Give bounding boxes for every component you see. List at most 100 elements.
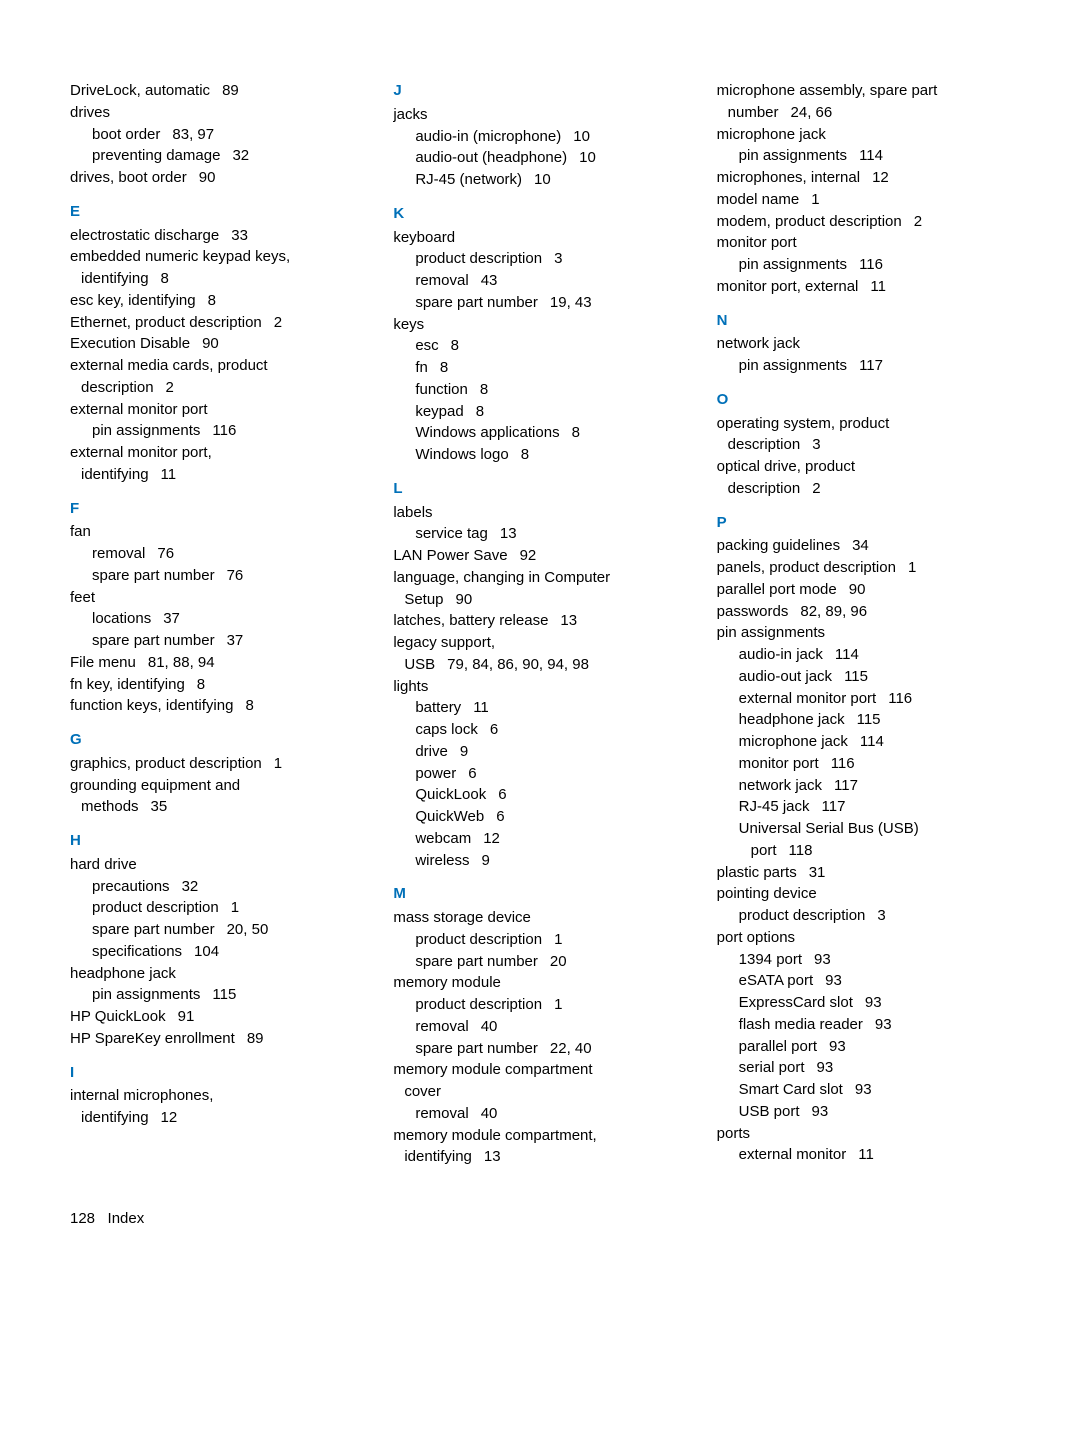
index-pages: 117 [822,777,858,794]
index-entry: pin assignments114 [717,145,1010,167]
letter-heading-j: J [393,80,686,102]
index-entry: memory module compartment [393,1059,686,1081]
letter-heading-i: I [70,1062,363,1084]
index-term: port options [717,929,795,946]
index-pages: 93 [843,1081,872,1098]
index-pages: 115 [200,986,236,1003]
index-entry: optical drive, product [717,456,1010,478]
index-entry: product description1 [393,994,686,1016]
index-term: pin assignments [717,624,825,641]
index-block-g: G graphics, product description1groundin… [70,729,363,818]
index-term: parallel port [739,1038,817,1055]
index-pages: 3 [800,436,820,453]
index-term: Smart Card slot [739,1081,843,1098]
index-term: audio-in (microphone) [415,128,561,145]
index-entry: grounding equipment and [70,775,363,797]
index-pages: 82, 89, 96 [788,603,867,620]
index-pages: 8 [196,292,216,309]
index-term: microphones, internal [717,169,860,186]
index-term: boot order [92,126,160,143]
index-pages: 116 [876,690,912,707]
index-entry: description3 [717,434,1010,456]
index-term: preventing damage [92,147,220,164]
index-entry: description2 [70,377,363,399]
index-term: battery [415,699,461,716]
index-term: monitor port [717,234,797,251]
index-entry: monitor port116 [717,753,1010,775]
index-term: precautions [92,878,170,895]
index-entry: modem, product description2 [717,211,1010,233]
index-term: File menu [70,654,136,671]
index-term: external media cards, product [70,357,268,374]
index-entry: spare part number20 [393,951,686,973]
index-entry: pointing device [717,883,1010,905]
index-pages: 24, 66 [779,104,833,121]
index-entry: memory module compartment, [393,1125,686,1147]
index-term: number [728,104,779,121]
index-term: external monitor port [739,690,877,707]
index-block-i: I internal microphones,identifying12 [70,1062,363,1129]
letter-heading-k: K [393,203,686,225]
index-entry: labels [393,502,686,524]
index-term: hard drive [70,856,137,873]
index-pages: 115 [832,668,868,685]
index-entry: eSATA port93 [717,970,1010,992]
index-pages: 31 [797,864,826,881]
index-entry: fn key, identifying8 [70,674,363,696]
index-term: spare part number [92,632,215,649]
index-pages: 93 [805,1059,834,1076]
index-entry: product description3 [393,248,686,270]
index-entry: panels, product description1 [717,557,1010,579]
index-pages: 22, 40 [538,1040,592,1057]
index-term: fn key, identifying [70,676,185,693]
index-entry: language, changing in Computer [393,567,686,589]
index-term: removal [415,1018,468,1035]
index-block-l: L labelsservice tag13LAN Power Save92lan… [393,478,686,872]
index-pages: 116 [847,256,883,273]
index-term: audio-in jack [739,646,823,663]
index-entry: spare part number19, 43 [393,292,686,314]
index-entry: keyboard [393,227,686,249]
index-term: identifying [81,466,149,483]
index-pages: 76 [145,545,174,562]
index-term: labels [393,504,432,521]
index-pages: 2 [902,213,922,230]
index-term: plastic parts [717,864,797,881]
index-entry: spare part number37 [70,630,363,652]
index-entry: removal76 [70,543,363,565]
index-block-f: F fanremoval76spare part number76feetloc… [70,498,363,718]
index-entry: drives [70,102,363,124]
index-entry: HP QuickLook91 [70,1006,363,1028]
index-term: microphone jack [717,126,826,143]
index-pages: 117 [847,357,883,374]
index-pages: 90 [187,169,216,186]
index-pages: 9 [470,852,490,869]
index-pages: 20 [538,953,567,970]
index-entry: pin assignments115 [70,984,363,1006]
index-entry: caps lock6 [393,719,686,741]
index-pages: 11 [858,278,886,295]
index-pages: 93 [802,951,831,968]
index-pages: 37 [215,632,244,649]
index-pages: 12 [149,1109,178,1126]
index-pages: 2 [800,480,820,497]
index-entry: audio-out jack115 [717,666,1010,688]
index-entry: drive9 [393,741,686,763]
index-entry: wireless9 [393,850,686,872]
index-pages: 35 [139,798,168,815]
index-term: locations [92,610,151,627]
index-term: DriveLock, automatic [70,82,210,99]
index-entry: parallel port mode90 [717,579,1010,601]
index-pages: 1 [896,559,916,576]
index-term: drives, boot order [70,169,187,186]
index-entry: microphones, internal12 [717,167,1010,189]
index-entry: internal microphones, [70,1085,363,1107]
index-term: Execution Disable [70,335,190,352]
index-entry: esc key, identifying8 [70,290,363,312]
index-entry: boot order83, 97 [70,124,363,146]
index-term: spare part number [415,953,538,970]
index-pages: 6 [478,721,498,738]
index-entry: Universal Serial Bus (USB) [717,818,1010,840]
index-pages: 40 [469,1105,498,1122]
index-term: pin assignments [92,986,200,1003]
